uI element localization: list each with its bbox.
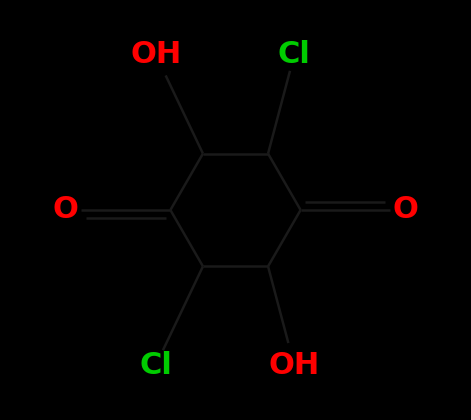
Text: OH: OH: [268, 351, 320, 380]
Text: OH: OH: [130, 40, 181, 69]
Text: Cl: Cl: [139, 351, 172, 380]
Text: O: O: [52, 195, 78, 225]
Text: Cl: Cl: [278, 40, 311, 69]
Text: O: O: [393, 195, 419, 225]
